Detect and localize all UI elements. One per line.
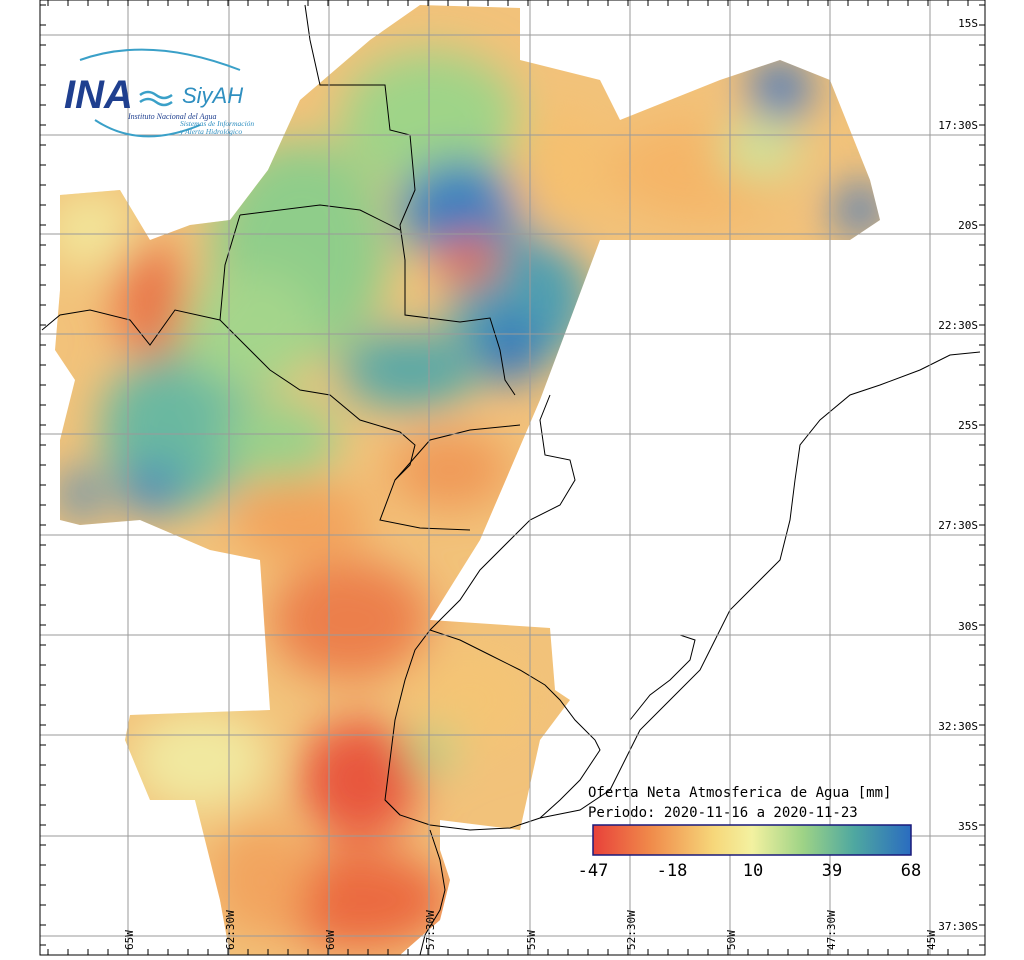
lon-label: 50W: [725, 930, 738, 950]
latitude-labels: 15S 17:30S 20S 22:30S 25S 27:30S 30S 32:…: [938, 17, 978, 933]
colorbar-tick: 10: [743, 861, 763, 881]
lat-label: 32:30S: [938, 720, 978, 733]
logo-siyah: SiyAH: [182, 83, 243, 108]
wave-icon: [139, 90, 173, 107]
frame-ticks: [40, 0, 985, 955]
lon-label: 65W: [123, 930, 136, 950]
colorbar-tick: 39: [822, 861, 842, 881]
lat-label: 17:30S: [938, 119, 978, 132]
colorbar-tick: -47: [578, 861, 609, 881]
lat-label: 20S: [958, 219, 978, 232]
lat-label: 30S: [958, 620, 978, 633]
lat-label: 15S: [958, 17, 978, 30]
ina-siyah-logo: INA SiyAH Instituto Nacional del Agua Si…: [64, 48, 254, 138]
country-borders: [41, 4, 981, 956]
map-period: Periodo: 2020-11-16 a 2020-11-23: [588, 805, 858, 821]
logo-system-line1: Sistemas de Información: [180, 119, 254, 128]
logo-system-line2: y Alerta Hidrológico: [179, 127, 242, 136]
colorbar-tick: 68: [901, 861, 921, 881]
map-frame: [39, 0, 986, 956]
colorbar-tick: -18: [657, 861, 688, 881]
logo-ina: INA: [64, 73, 133, 117]
lon-label: 47:30W: [825, 910, 838, 950]
lon-label: 57:30W: [424, 910, 437, 950]
colorbar-gradient: [592, 824, 912, 856]
colorbar: -47 -18 10 39 68: [578, 824, 921, 881]
lat-label: 27:30S: [938, 519, 978, 532]
lon-label: 52:30W: [625, 910, 638, 950]
map-title: Oferta Neta Atmosferica de Agua [mm]: [588, 785, 891, 801]
graticule: [40, 0, 985, 955]
lat-label: 25S: [958, 419, 978, 432]
logo-arc: [94, 119, 201, 138]
lon-label: 45W: [925, 930, 938, 950]
lat-label: 35S: [958, 820, 978, 833]
lon-label: 55W: [525, 930, 538, 950]
logo-institute: Instituto Nacional del Agua: [127, 112, 217, 121]
lon-label: 60W: [324, 930, 337, 950]
lat-label: 22:30S: [938, 319, 978, 332]
lat-label: 37:30S: [938, 920, 978, 933]
lon-label: 62:30W: [224, 910, 237, 950]
logo-arc: [79, 48, 241, 71]
longitude-labels: 65W 62:30W 60W 57:30W 55W 52:30W 50W 47:…: [123, 910, 938, 950]
